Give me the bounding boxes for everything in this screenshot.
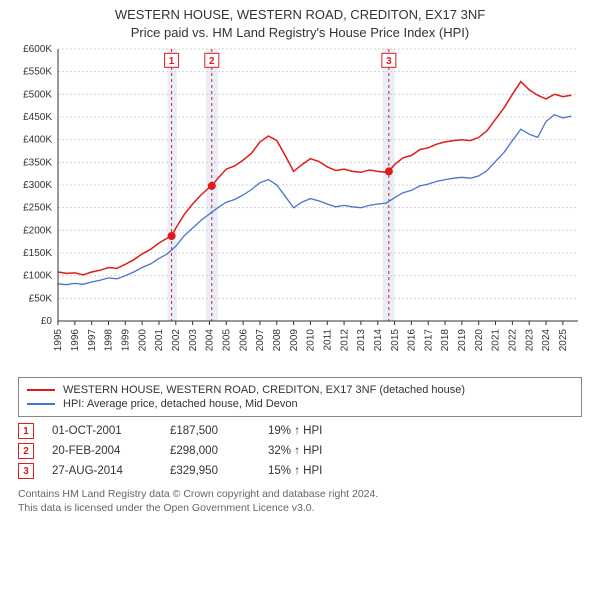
svg-text:2021: 2021 <box>491 329 502 352</box>
svg-text:1998: 1998 <box>104 329 115 352</box>
svg-text:2016: 2016 <box>407 329 418 352</box>
svg-text:1996: 1996 <box>70 329 81 352</box>
svg-text:1999: 1999 <box>121 329 132 352</box>
title-line-1: WESTERN HOUSE, WESTERN ROAD, CREDITON, E… <box>0 6 600 24</box>
svg-text:£0: £0 <box>41 316 53 327</box>
sales-row: 3 27-AUG-2014 £329,950 15% ↑ HPI <box>18 463 582 479</box>
sales-table: 1 01-OCT-2001 £187,500 19% ↑ HPI 2 20-FE… <box>18 423 582 479</box>
svg-text:2020: 2020 <box>474 329 485 352</box>
svg-text:2002: 2002 <box>171 329 182 352</box>
svg-text:2023: 2023 <box>524 329 535 352</box>
svg-text:2014: 2014 <box>373 329 384 352</box>
svg-text:2005: 2005 <box>221 329 232 352</box>
footnote-line-1: Contains HM Land Registry data © Crown c… <box>18 487 582 501</box>
footnote-line-2: This data is licensed under the Open Gov… <box>18 501 582 515</box>
legend-label-2: HPI: Average price, detached house, Mid … <box>63 398 298 410</box>
svg-text:2004: 2004 <box>205 329 216 352</box>
legend-swatch-2 <box>27 403 55 405</box>
svg-text:£400K: £400K <box>23 135 52 146</box>
sale-price: £329,950 <box>170 465 250 477</box>
svg-text:2: 2 <box>209 56 215 67</box>
sale-price: £187,500 <box>170 425 250 437</box>
svg-text:2011: 2011 <box>322 329 333 351</box>
svg-text:£600K: £600K <box>23 44 52 55</box>
title-line-2: Price paid vs. HM Land Registry's House … <box>0 24 600 42</box>
sale-date: 01-OCT-2001 <box>52 425 152 437</box>
sale-marker-icon: 2 <box>18 443 34 459</box>
svg-text:2000: 2000 <box>137 329 148 352</box>
svg-text:2003: 2003 <box>188 329 199 352</box>
legend-swatch-1 <box>27 389 55 391</box>
sales-row: 2 20-FEB-2004 £298,000 32% ↑ HPI <box>18 443 582 459</box>
svg-text:2025: 2025 <box>558 329 569 352</box>
svg-text:£300K: £300K <box>23 180 52 191</box>
svg-text:2009: 2009 <box>289 329 300 352</box>
sales-row: 1 01-OCT-2001 £187,500 19% ↑ HPI <box>18 423 582 439</box>
sale-price: £298,000 <box>170 445 250 457</box>
sale-hpi: 15% ↑ HPI <box>268 465 368 477</box>
svg-text:£500K: £500K <box>23 89 52 100</box>
svg-text:2022: 2022 <box>508 329 519 352</box>
svg-text:£350K: £350K <box>23 157 52 168</box>
svg-text:2001: 2001 <box>154 329 165 352</box>
sale-marker-icon: 1 <box>18 423 34 439</box>
svg-text:2024: 2024 <box>541 329 552 352</box>
svg-text:1997: 1997 <box>87 329 98 352</box>
svg-text:2006: 2006 <box>238 329 249 352</box>
svg-text:2017: 2017 <box>423 329 434 352</box>
svg-text:£250K: £250K <box>23 203 52 214</box>
sale-date: 27-AUG-2014 <box>52 465 152 477</box>
svg-text:2012: 2012 <box>339 329 350 352</box>
svg-text:£50K: £50K <box>29 293 53 304</box>
svg-text:2015: 2015 <box>390 329 401 352</box>
svg-text:3: 3 <box>386 56 392 67</box>
svg-text:2018: 2018 <box>440 329 451 352</box>
svg-text:2019: 2019 <box>457 329 468 352</box>
svg-text:£550K: £550K <box>23 67 52 78</box>
legend-row-1: WESTERN HOUSE, WESTERN ROAD, CREDITON, E… <box>27 384 573 396</box>
sale-hpi: 32% ↑ HPI <box>268 445 368 457</box>
svg-text:£450K: £450K <box>23 112 52 123</box>
svg-text:2010: 2010 <box>306 329 317 352</box>
legend-row-2: HPI: Average price, detached house, Mid … <box>27 398 573 410</box>
footnote: Contains HM Land Registry data © Crown c… <box>18 487 582 515</box>
svg-text:£100K: £100K <box>23 271 52 282</box>
svg-text:2008: 2008 <box>272 329 283 352</box>
price-chart: £0 £50K £100K £150K £200K £250K £300K £350K £400… <box>0 41 600 371</box>
legend: WESTERN HOUSE, WESTERN ROAD, CREDITON, E… <box>18 377 582 417</box>
sale-marker-icon: 3 <box>18 463 34 479</box>
svg-text:1: 1 <box>169 56 175 67</box>
svg-text:2013: 2013 <box>356 329 367 352</box>
svg-text:£200K: £200K <box>23 225 52 236</box>
svg-text:1995: 1995 <box>53 329 64 352</box>
sale-date: 20-FEB-2004 <box>52 445 152 457</box>
legend-label-1: WESTERN HOUSE, WESTERN ROAD, CREDITON, E… <box>63 384 465 396</box>
chart-title: WESTERN HOUSE, WESTERN ROAD, CREDITON, E… <box>0 6 600 41</box>
sale-hpi: 19% ↑ HPI <box>268 425 368 437</box>
svg-text:£150K: £150K <box>23 248 52 259</box>
svg-text:2007: 2007 <box>255 329 266 352</box>
